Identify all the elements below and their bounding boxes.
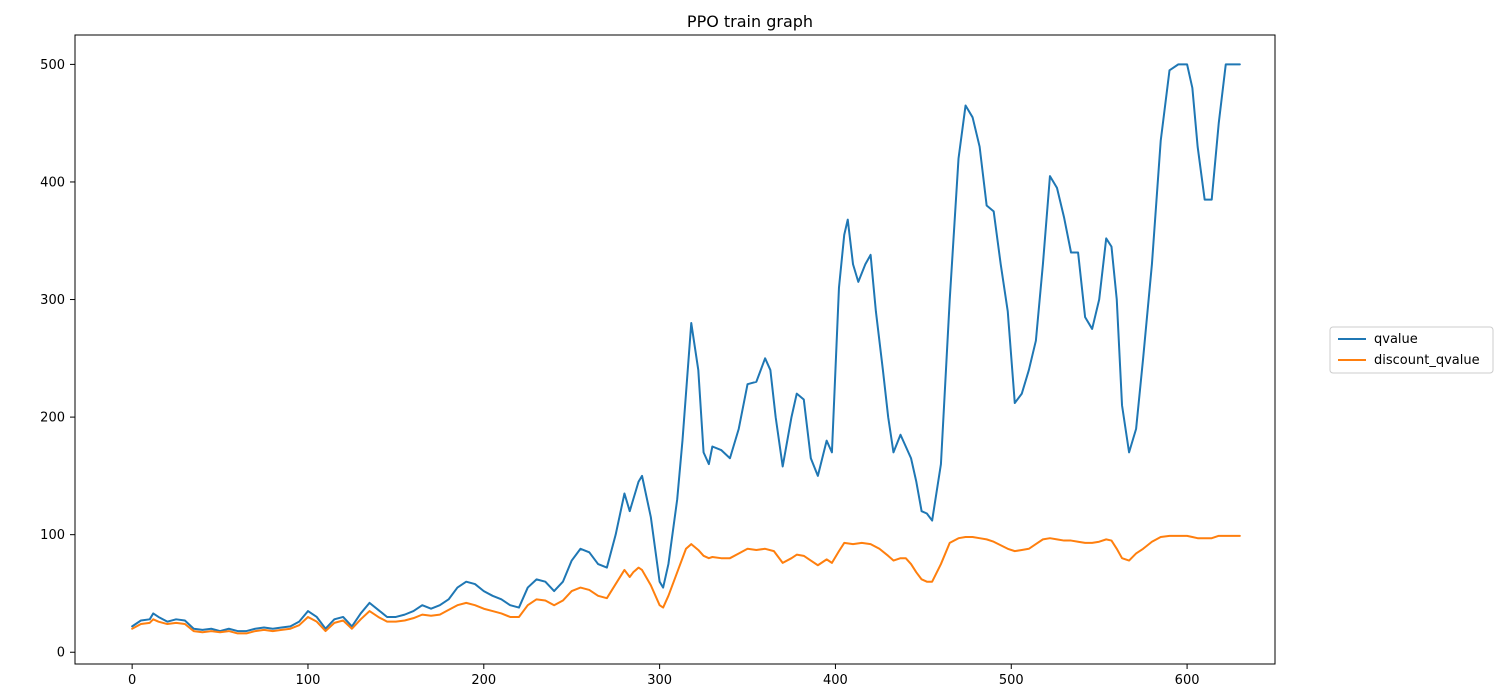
x-tick-label: 200 [471, 673, 496, 688]
x-tick-label: 400 [823, 673, 848, 688]
legend-label-discount-qvalue: discount_qvalue [1374, 353, 1480, 368]
series-line-qvalue [131, 63, 1241, 633]
legend-box [1329, 326, 1494, 374]
y-tick-label: 200 [40, 411, 65, 426]
y-tick-label: 300 [40, 293, 65, 308]
x-axis: 0 100 200 300 400 500 600 [128, 664, 1200, 688]
legend-label-qvalue: qvalue [1374, 332, 1418, 347]
chart-title: PPO train graph [687, 12, 813, 31]
y-tick-label: 0 [57, 646, 65, 661]
y-tick-label: 400 [40, 175, 65, 190]
y-tick-label: 500 [40, 58, 65, 73]
x-tick-label: 500 [999, 673, 1024, 688]
y-tick-label: 100 [40, 528, 65, 543]
y-axis: 0 100 200 300 400 500 [40, 58, 75, 661]
plot-frame [74, 34, 1276, 665]
x-tick-label: 0 [128, 673, 136, 688]
series-group [131, 63, 1241, 635]
x-tick-label: 100 [296, 673, 321, 688]
series-line-discount-qvalue [131, 534, 1241, 635]
x-tick-label: 600 [1175, 673, 1200, 688]
legend: qvalue discount_qvalue [1329, 326, 1494, 374]
x-tick-label: 300 [647, 673, 672, 688]
